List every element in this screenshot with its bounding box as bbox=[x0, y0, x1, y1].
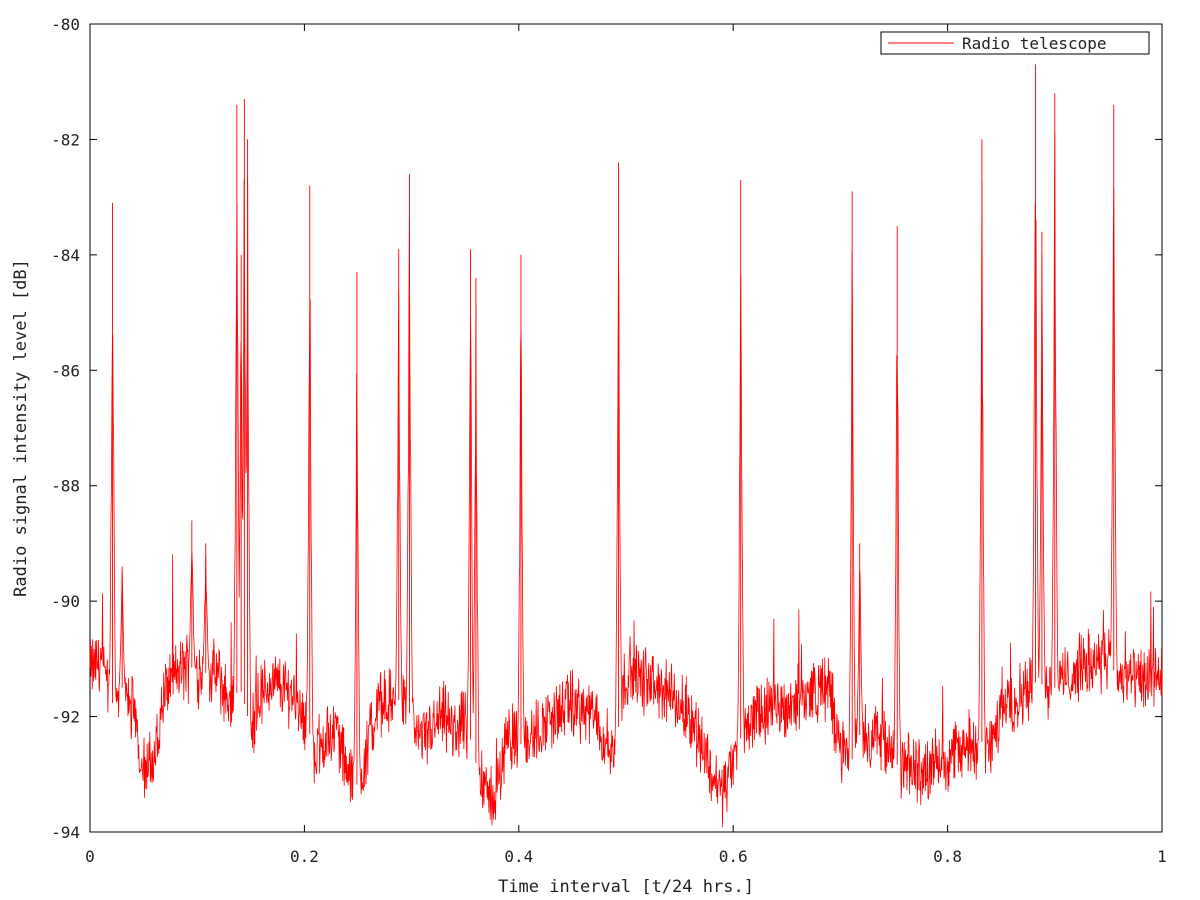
legend: Radio telescope bbox=[880, 31, 1150, 55]
y-tick-label: -94 bbox=[51, 823, 80, 842]
plot-area: 0 0.2 0.4 0.6 0.8 1 -94 -92 -90 -88 -86 -84 -82 -80 bbox=[51, 15, 1167, 866]
legend-label: Radio telescope bbox=[962, 34, 1107, 53]
plot-frame bbox=[89, 23, 1163, 833]
y-axis-label: Radio signal intensity level [dB] bbox=[11, 259, 31, 597]
y-tick-label: -92 bbox=[51, 708, 80, 727]
legend-box bbox=[880, 31, 1150, 55]
x-axis-label: Time interval [t/24 hrs.] bbox=[498, 877, 754, 897]
series-layer bbox=[89, 64, 1163, 828]
x-tick-label: 0 bbox=[85, 847, 95, 866]
y-tick-label: -82 bbox=[51, 130, 80, 149]
x-tick-label: 0.2 bbox=[290, 847, 319, 866]
x-tick-label: 0.6 bbox=[719, 847, 748, 866]
x-tick-label: 0.8 bbox=[933, 847, 962, 866]
tick-layer: 0 0.2 0.4 0.6 0.8 1 -94 -92 -90 -88 -86 -84 -82 -80 bbox=[51, 15, 1167, 866]
y-tick-label: -84 bbox=[51, 246, 80, 265]
x-tick-label: 0.4 bbox=[504, 847, 533, 866]
series-line-radio-telescope bbox=[89, 132, 1163, 828]
y-tick-label: -80 bbox=[51, 15, 80, 34]
y-tick-label: -90 bbox=[51, 592, 80, 611]
y-tick-label: -88 bbox=[51, 477, 80, 496]
y-tick-label: -86 bbox=[51, 361, 80, 380]
x-tick-label: 1 bbox=[1157, 847, 1167, 866]
